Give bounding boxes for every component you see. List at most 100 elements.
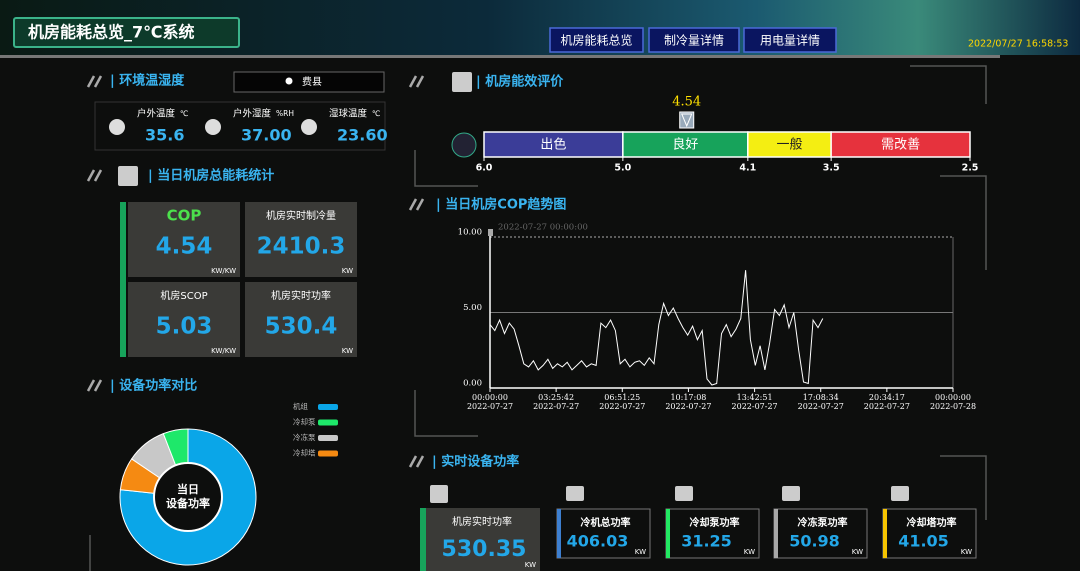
power-unit: KW: [961, 548, 972, 556]
power-label: 冷却塔功率: [907, 516, 957, 529]
x-tick-date: 2022-07-27: [798, 402, 844, 411]
rating-tick-label: 4.1: [739, 163, 756, 174]
legend-swatch: [318, 404, 338, 410]
env-icon: [109, 119, 125, 135]
rating-tick-label: 5.0: [614, 163, 631, 174]
power-card-accent: [883, 509, 887, 558]
env-value: 23.60: [337, 126, 388, 145]
x-tick-label: 00:00:00: [935, 393, 971, 402]
section-title: | 机房能效评价: [476, 74, 564, 90]
nav-button[interactable]: [648, 27, 740, 53]
legend-swatch: [318, 419, 338, 426]
stat-unit: KW: [342, 267, 353, 275]
x-tick-label: 17:08:34: [803, 393, 839, 402]
power-label: 冷机总功率: [581, 516, 631, 529]
nav-label[interactable]: 用电量详情: [760, 33, 820, 48]
pie-slice: [119, 428, 257, 566]
nav-button[interactable]: [743, 27, 837, 53]
pin-icon: [285, 77, 293, 85]
rating-label: 良好: [672, 137, 698, 153]
location-box: [233, 71, 385, 93]
env-unit: ℃: [180, 109, 188, 118]
power-label: 冷冻泵功率: [798, 516, 848, 529]
rating-tick-label: 2.5: [962, 163, 979, 174]
building-icons: [118, 72, 909, 503]
power-label: 机房实时功率: [452, 515, 512, 528]
page-title: 机房能耗总览_7℃系统: [28, 23, 195, 42]
legend-label: 冷却泵: [293, 417, 316, 427]
power-card-accent: [420, 508, 426, 571]
power-value: 41.05: [898, 532, 949, 551]
power-card-accent: [666, 509, 670, 558]
env-label: 湿球温度: [329, 108, 368, 120]
stat-value: 4.54: [156, 234, 213, 260]
header-rule: [0, 55, 1000, 58]
env-label: 户外温度: [137, 108, 176, 120]
cursor-label: 2022-07-27 00:00:00: [498, 223, 588, 233]
nav-label[interactable]: 制冷量详情: [664, 33, 724, 48]
env-label: 户外湿度: [233, 108, 272, 120]
stat-card: [128, 282, 240, 357]
rating-marker: [679, 111, 695, 129]
env-value: 35.6: [145, 126, 184, 145]
rating-band: [483, 131, 624, 158]
power-value: 530.35: [442, 537, 527, 562]
cursor-handle: [488, 229, 493, 236]
power-card: [420, 508, 540, 571]
stat-unit: KW/KW: [211, 267, 236, 275]
location: 费县: [302, 75, 322, 88]
datetime: 2022/07/27 16:58:53: [968, 39, 1068, 50]
y-tick-label: 5.00: [463, 303, 482, 313]
env-icon: [301, 119, 317, 135]
x-tick-date: 2022-07-27: [665, 402, 711, 411]
pie-center: [153, 462, 223, 532]
legend-label: 机组: [293, 401, 308, 411]
power-unit: KW: [852, 548, 863, 556]
pie-center-label: 设备功率: [166, 496, 210, 510]
stat-card: [245, 202, 357, 277]
x-tick-date: 2022-07-27: [732, 402, 778, 411]
y-tick-label: 10.00: [458, 228, 482, 238]
legend-swatch: [318, 450, 338, 457]
power-value: 406.03: [567, 532, 629, 551]
x-tick-label: 00:00:00: [472, 393, 508, 402]
x-tick-date: 2022-07-27: [599, 402, 645, 411]
cop-line: [489, 270, 824, 386]
x-tick-label: 10:17:08: [670, 393, 706, 402]
stat-label: 机房实时制冷量: [266, 209, 336, 222]
decor: [89, 65, 987, 571]
x-tick-date: 2022-07-27: [864, 402, 910, 411]
rating-tick-label: 3.5: [823, 163, 840, 174]
power-card-accent: [774, 509, 778, 558]
nav-label[interactable]: 机房能耗总览: [560, 33, 632, 48]
legend-label: 冷冻泵: [293, 432, 316, 442]
stat-label: COP: [167, 207, 202, 225]
x-tick-label: 03:25:42: [538, 393, 574, 402]
rating-tick-label: 6.0: [476, 163, 493, 174]
daily-accent: [120, 202, 126, 357]
power-label: 冷却泵功率: [690, 516, 740, 529]
x-tick-label: 13:42:51: [737, 393, 773, 402]
stat-unit: KW: [342, 347, 353, 355]
section-title: | 环境温湿度: [110, 73, 185, 89]
rating-label: 需改善: [881, 137, 920, 153]
power-card: [882, 508, 977, 559]
power-card-accent: [557, 509, 561, 558]
cop-logo: [451, 132, 477, 158]
pie-center-label: 当日: [177, 482, 199, 496]
env-icon: [205, 119, 221, 135]
x-tick-label: 06:51:25: [604, 393, 640, 402]
legend-label: 冷却塔: [293, 448, 316, 458]
nav-button[interactable]: [549, 27, 644, 53]
section-icons: [86, 75, 425, 468]
env-panel: [94, 101, 386, 151]
power-card: [665, 508, 760, 559]
section-title: | 当日机房COP趋势图: [436, 197, 566, 213]
power-value: 50.98: [789, 532, 840, 551]
power-unit: KW: [525, 561, 536, 569]
stat-value: 2410.3: [257, 234, 346, 260]
y-tick-label: 0.00: [463, 379, 482, 389]
section-title: | 当日机房总能耗统计: [148, 168, 274, 184]
stat-label: 机房SCOP: [160, 289, 207, 302]
